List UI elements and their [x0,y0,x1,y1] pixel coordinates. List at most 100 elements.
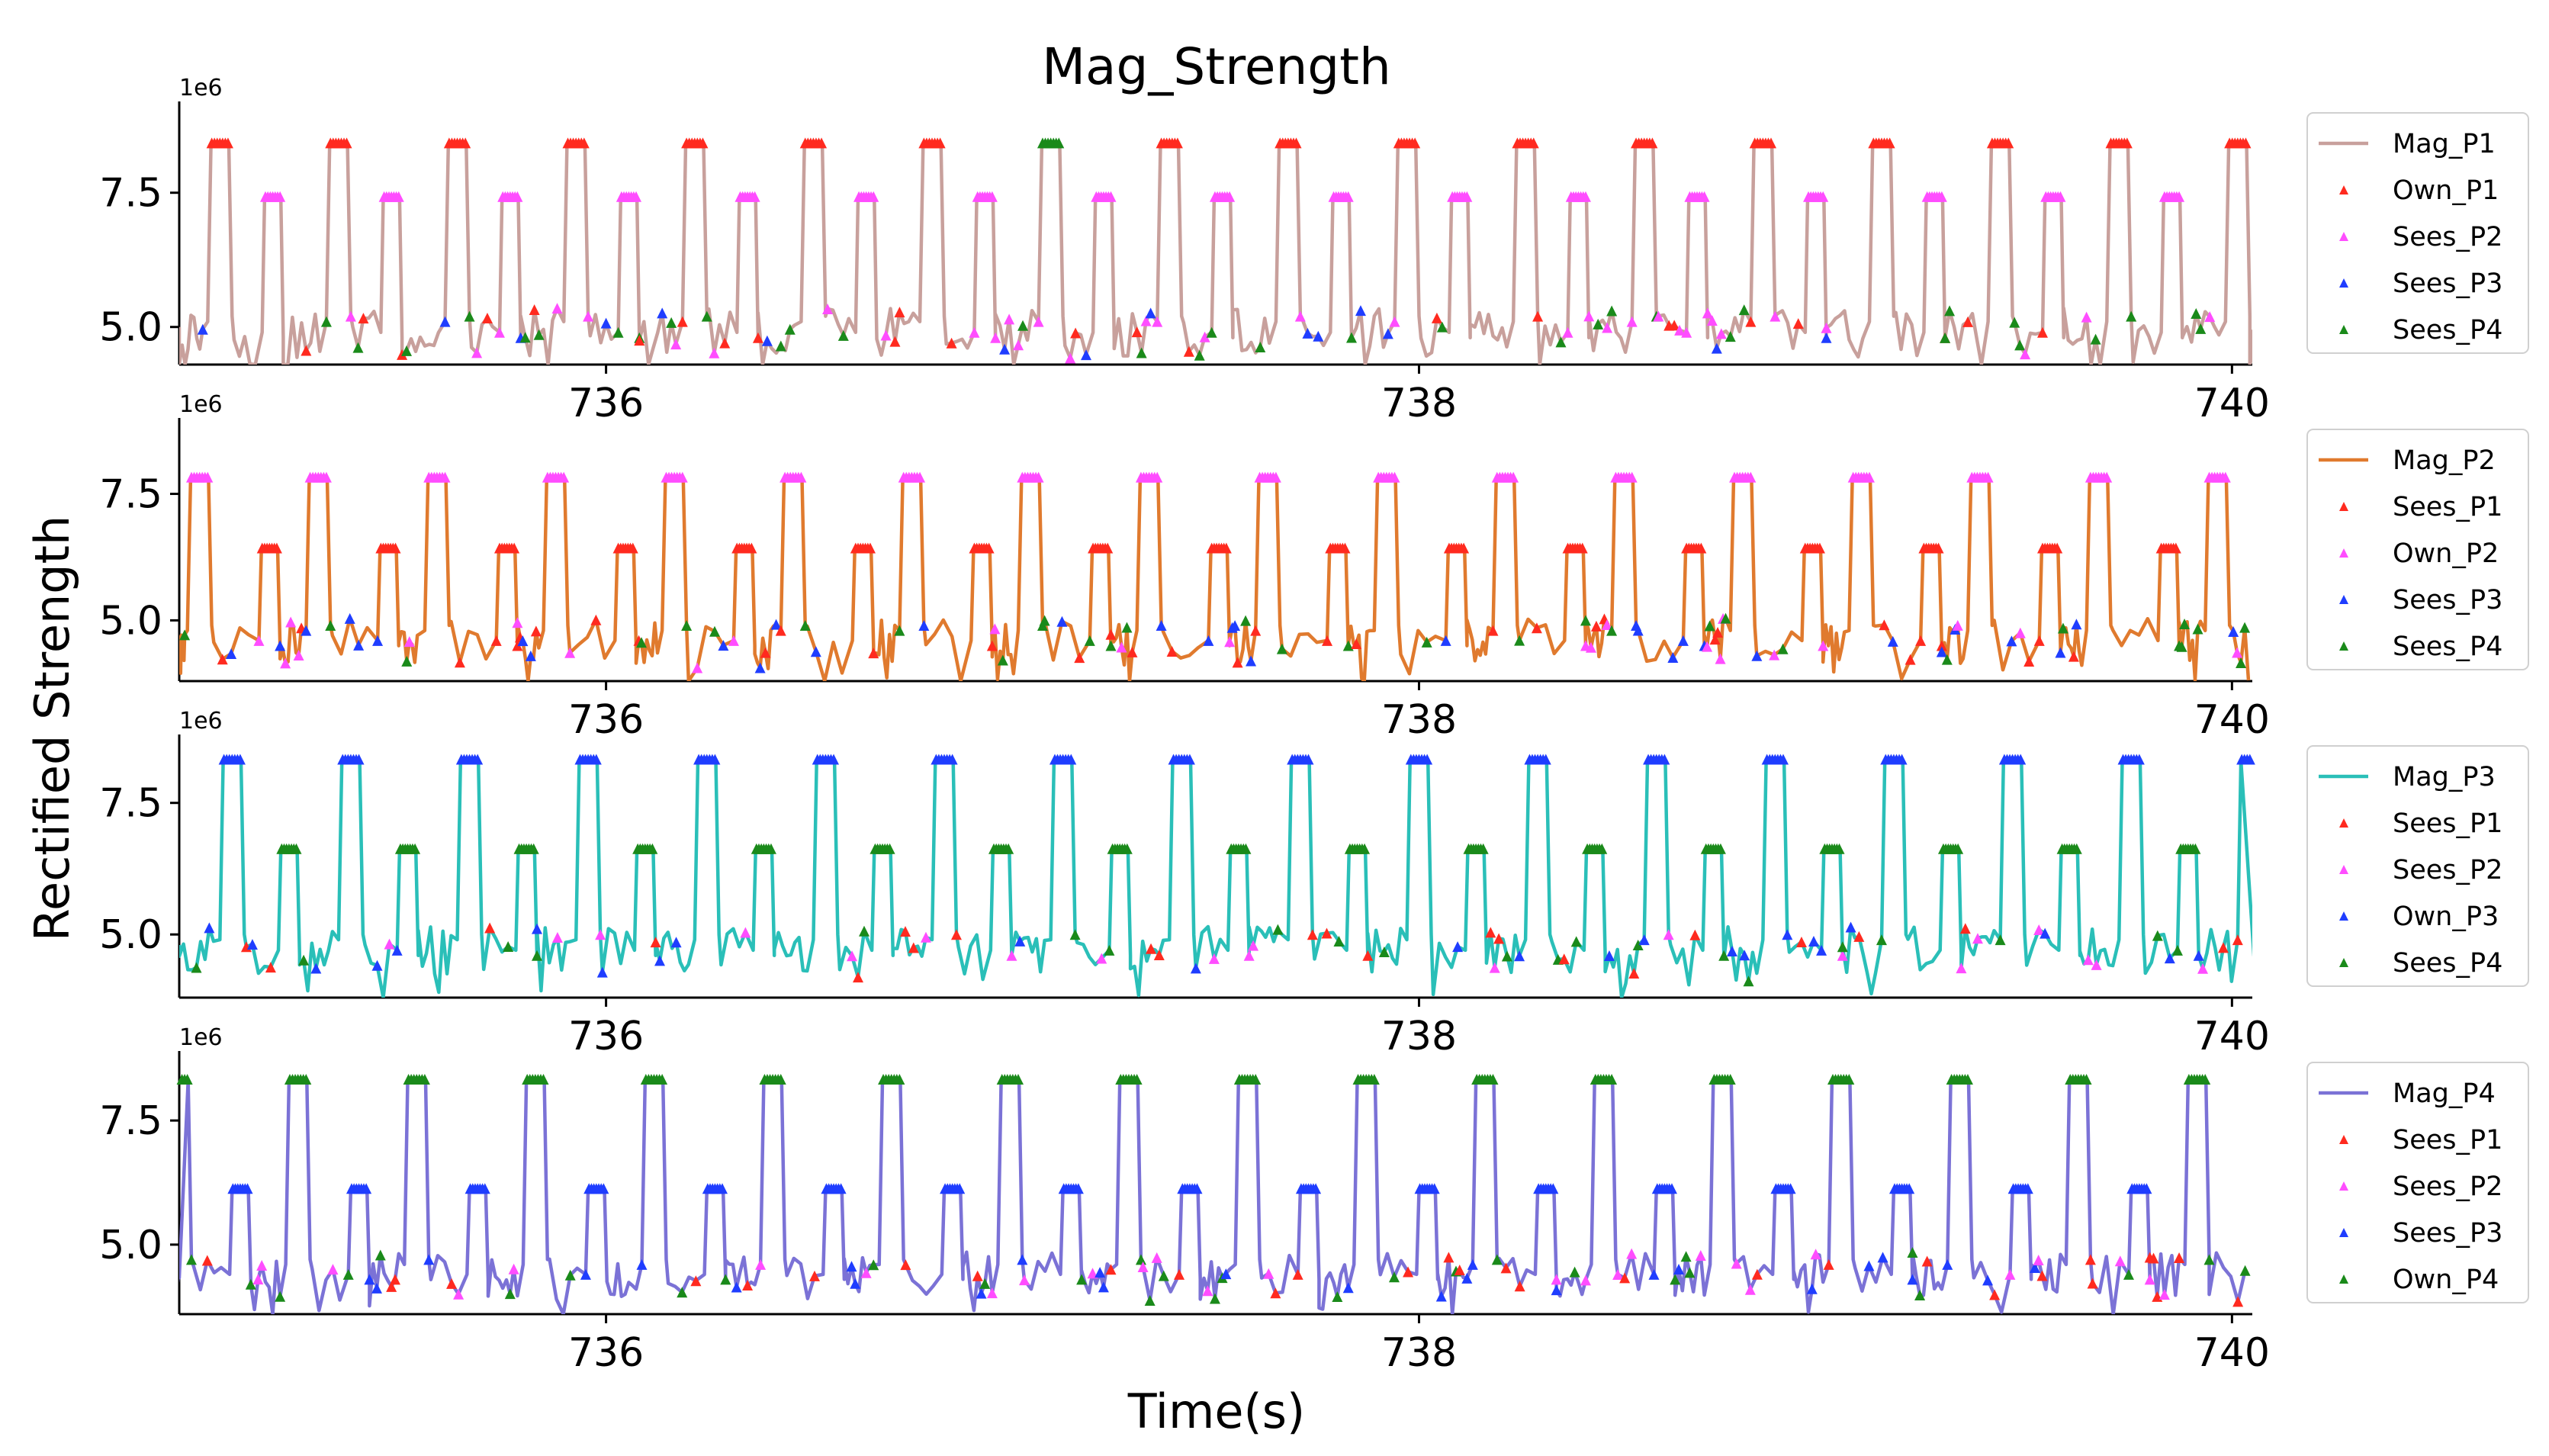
marker-green [1501,950,1512,962]
y-tick-label: 7.5 [99,171,162,217]
marker-magenta [1152,471,1163,483]
marker-red [1270,1287,1281,1299]
marker-red [1959,923,1971,934]
marker-blue [1072,1183,1084,1194]
subplots: 5.0 7.5 1e6 736 738 740 Mag_P1 Own_P1 Sees_P2 See… [99,75,2529,1376]
marker-blue [439,316,451,327]
x-tick-label: 740 [2194,1330,2270,1376]
marker-magenta [558,471,570,483]
marker-magenta [1199,331,1210,342]
marker-green [1332,1291,1343,1303]
marker-blue [1184,754,1195,765]
marker-magenta [2158,1289,2170,1300]
marker-green [894,1074,905,1085]
marker-green [2090,333,2101,345]
legend-label: Mag_P4 [2393,1078,2496,1109]
marker-blue [999,343,1011,355]
marker-red [484,922,496,934]
marker-red [2033,635,2045,646]
marker-magenta [1489,962,1500,973]
marker-magenta [1152,316,1163,327]
marker-magenta [202,471,214,483]
marker-magenta [551,303,563,314]
marker-red [816,137,828,149]
marker-red [900,926,911,937]
y-scale-label: 1e6 [179,708,223,734]
marker-red [1487,625,1499,636]
marker-green [185,1254,197,1265]
marker-green [1158,1270,1169,1281]
marker-red [2232,1296,2244,1307]
marker-red [1795,937,1807,948]
legend-label: Own_P2 [2393,538,2499,569]
marker-green [1941,654,1953,665]
x-axis-label: Time(s) [1127,1384,1305,1439]
legend-marker-swatch [2339,911,2348,921]
legend-box [2306,1062,2529,1303]
legend-label: Sees_P1 [2393,808,2502,839]
marker-magenta [2197,963,2209,974]
marker-magenta [1140,315,1152,326]
marker-blue [1659,754,1670,765]
marker-magenta [692,662,703,673]
marker-magenta [1715,328,1727,339]
marker-red [1153,950,1165,961]
marker-red [358,313,369,324]
marker-green [1680,1251,1692,1262]
marker-green [1105,640,1117,651]
marker-green [1272,924,1284,935]
marker-magenta [493,326,505,338]
marker-blue [718,640,729,651]
marker-magenta [2081,311,2092,323]
marker-blue [918,620,930,632]
marker-magenta [1248,940,1259,951]
marker-green [681,620,693,632]
marker-red [1172,137,1183,149]
x-tick-label: 738 [1381,1330,1457,1376]
marker-green [1944,305,1956,317]
marker-magenta [1770,310,1781,322]
marker-green [191,962,202,973]
marker-blue [1726,946,1737,957]
marker-green [2203,1254,2215,1265]
marker-blue [1452,941,1464,953]
marker-green [775,340,786,352]
marker-blue [1156,620,1167,632]
marker-red [1712,626,1724,638]
marker-green [2191,307,2202,319]
marker-red [1696,542,1707,554]
marker-magenta [275,191,286,202]
marker-green [504,1288,516,1300]
marker-blue [1877,1252,1888,1263]
marker-magenta [1551,1274,1562,1285]
marker-magenta [1243,950,1255,961]
marker-green [979,1278,991,1289]
marker-red [2170,542,2181,554]
marker-green [657,1074,668,1085]
marker-blue [947,754,958,765]
marker-blue [1863,1260,1875,1271]
marker-red [950,929,962,940]
marker-magenta [2114,1255,2126,1267]
marker-red [650,937,661,948]
marker-blue [1056,616,1068,627]
marker-magenta [551,932,563,943]
marker-blue [636,1258,648,1270]
panel-p4: 5.0 7.5 1e6 736 738 740 Mag_P4 Sees_P1 Sees_P2 Se… [99,1024,2529,1376]
marker-red [265,962,276,973]
marker-red [1709,634,1721,645]
legend-marker-swatch [2339,1274,2348,1284]
marker-magenta [1263,1268,1274,1279]
marker-blue [1303,754,1314,765]
marker-red [529,304,540,315]
x-tick-label: 736 [568,1330,644,1376]
marker-magenta [1982,471,1994,483]
marker-green [1837,941,1848,953]
marker-magenta [1004,313,1015,325]
marker-red [2023,656,2035,667]
marker-green [1491,1254,1503,1265]
marker-magenta [1270,471,1281,483]
marker-blue [204,922,215,934]
marker-green [1720,612,1731,624]
marker-blue [226,648,237,660]
